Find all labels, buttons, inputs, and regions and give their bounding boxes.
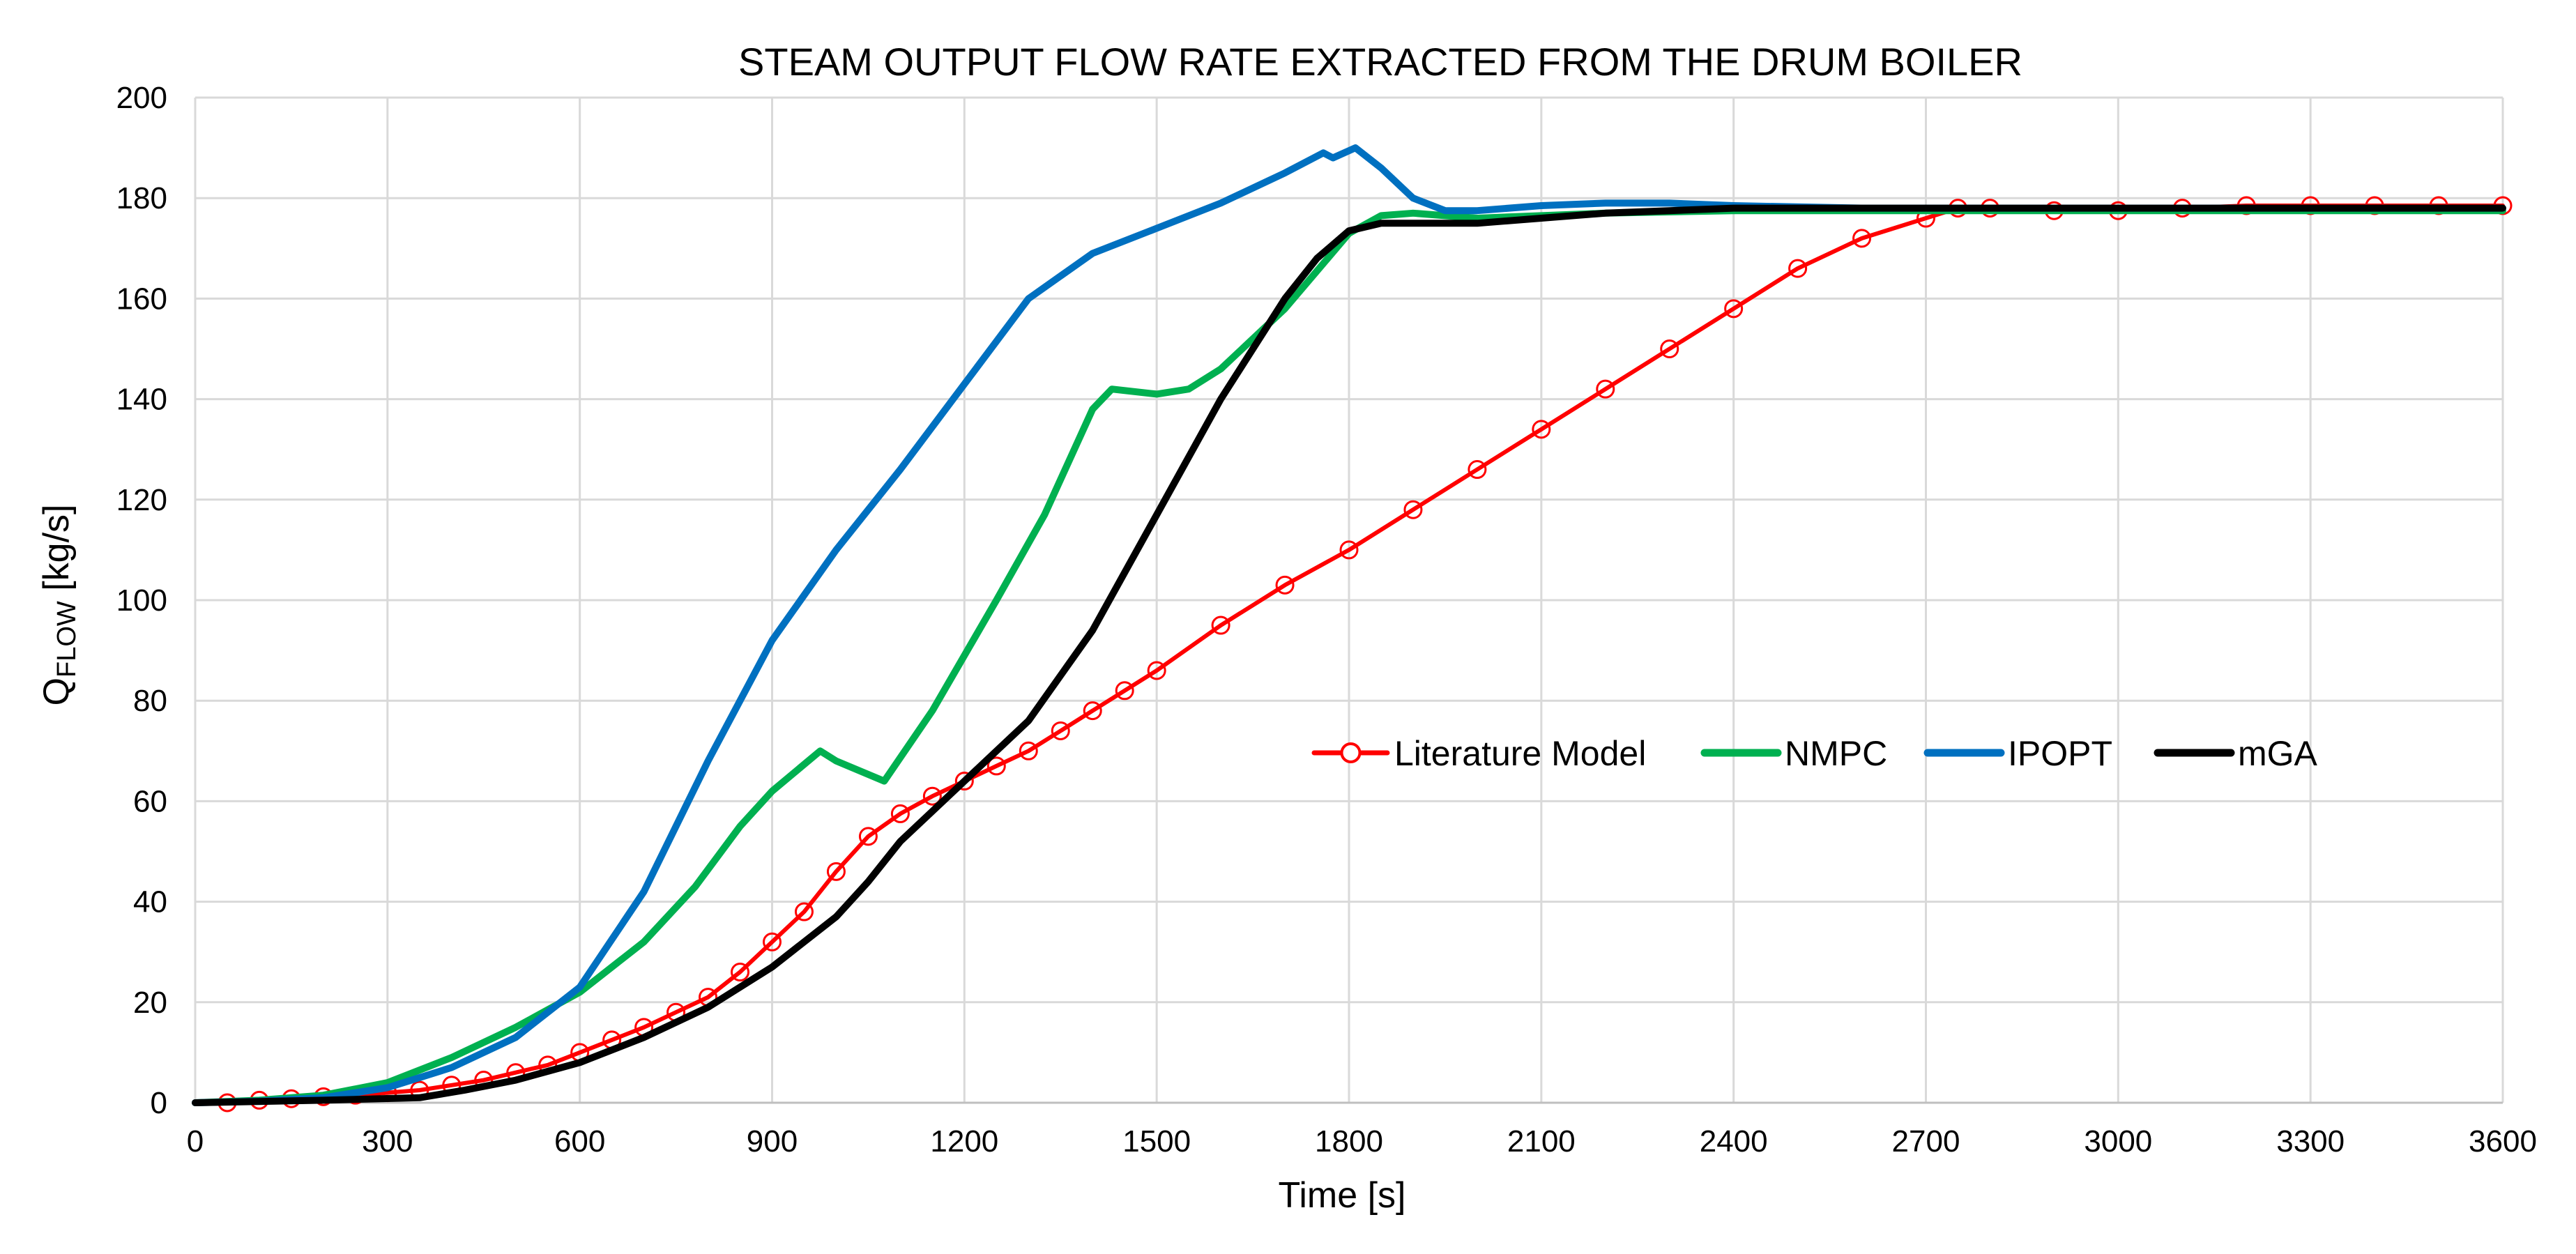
x-tick-label: 2100 xyxy=(1507,1124,1576,1159)
series-line xyxy=(192,144,2506,1106)
x-tick-label: 1800 xyxy=(1315,1124,1383,1159)
y-tick-label: 200 xyxy=(116,81,167,115)
gridlines xyxy=(194,96,2504,1103)
x-tick-label: 3600 xyxy=(2469,1124,2537,1159)
data-point xyxy=(1115,681,1134,701)
data-point xyxy=(1724,299,1744,319)
data-point xyxy=(1788,259,1808,278)
legend-label: Literature Model xyxy=(1394,734,1646,773)
series-lines xyxy=(192,144,2513,1112)
y-tick-label: 140 xyxy=(116,383,167,417)
x-tick-labels: 0 300 600 900 1200 1500 1800 2100 2400 2700 3000 33… xyxy=(187,1124,2537,1159)
y-tick-label: 0 xyxy=(151,1086,167,1120)
legend-item: IPOPT xyxy=(1923,734,2112,773)
data-point xyxy=(731,963,750,982)
data-point xyxy=(954,772,974,791)
x-tick-label: 1200 xyxy=(930,1124,998,1159)
x-tick-label: 300 xyxy=(362,1124,413,1159)
y-axis-title-subscript: FLOW xyxy=(52,601,82,678)
data-point xyxy=(1403,500,1423,519)
legend: Literature Model NMPC IPOPT mGA xyxy=(1311,734,2318,773)
legend-item: Literature Model xyxy=(1311,734,1646,773)
x-tick-label: 600 xyxy=(554,1124,605,1159)
legend-label: mGA xyxy=(2238,734,2318,773)
legend-marker xyxy=(1340,742,1362,763)
x-tick-label: 900 xyxy=(747,1124,798,1159)
x-tick-label: 3000 xyxy=(2084,1124,2152,1159)
y-axis-title-unit: [kg/s] xyxy=(36,505,77,602)
data-point xyxy=(858,827,878,846)
data-point xyxy=(1147,661,1166,680)
x-tick-label: 3300 xyxy=(2276,1124,2345,1159)
legend-item: NMPC xyxy=(1700,734,1887,773)
data-point xyxy=(1468,460,1487,480)
data-point xyxy=(826,862,846,881)
y-tick-labels: 0 20 40 60 80 100 120 140 160 180 200 xyxy=(116,81,167,1120)
y-tick-label: 20 xyxy=(133,986,167,1020)
data-point xyxy=(1596,379,1615,399)
data-point xyxy=(1019,741,1038,760)
data-point xyxy=(1339,540,1359,560)
series-mga xyxy=(192,204,2506,1106)
y-tick-label: 60 xyxy=(133,784,167,818)
data-point xyxy=(1211,615,1230,635)
y-tick-label: 100 xyxy=(116,583,167,618)
data-point xyxy=(1852,229,1872,248)
y-tick-label: 160 xyxy=(116,282,167,316)
x-tick-label: 0 xyxy=(187,1124,204,1159)
data-point xyxy=(1275,575,1295,595)
data-point xyxy=(794,902,814,922)
y-tick-label: 40 xyxy=(133,885,167,919)
data-point xyxy=(890,804,910,823)
x-tick-label: 1500 xyxy=(1122,1124,1191,1159)
y-tick-label: 180 xyxy=(116,181,167,215)
x-tick-label: 2700 xyxy=(1892,1124,1960,1159)
legend-label: IPOPT xyxy=(2008,734,2112,773)
y-tick-label: 120 xyxy=(116,483,167,517)
data-point xyxy=(1083,701,1102,721)
chart-title: STEAM OUTPUT FLOW RATE EXTRACTED FROM TH… xyxy=(738,40,2022,84)
legend-label: NMPC xyxy=(1785,734,1887,773)
y-tick-label: 80 xyxy=(133,684,167,718)
y-axis-title-main: Q xyxy=(36,678,77,705)
x-axis-title: Time [s] xyxy=(1279,1175,1406,1216)
data-point xyxy=(763,932,782,951)
data-point xyxy=(1532,420,1551,439)
y-axis-title: QFLOW [kg/s] xyxy=(36,505,82,706)
legend-item: mGA xyxy=(2154,734,2318,773)
x-tick-label: 2400 xyxy=(1700,1124,1768,1159)
series-line xyxy=(192,204,2506,1106)
series-ipopt xyxy=(192,144,2506,1106)
data-point xyxy=(1660,339,1679,358)
data-point xyxy=(986,756,1006,776)
data-point xyxy=(1051,721,1070,740)
data-point xyxy=(922,786,942,806)
